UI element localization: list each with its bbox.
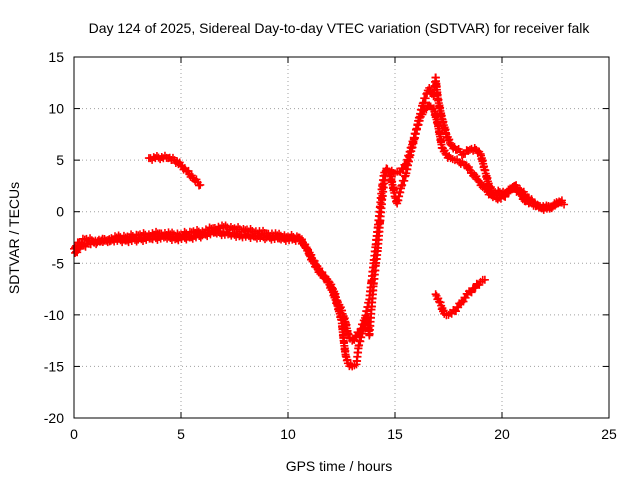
chart-title: Day 124 of 2025, Sidereal Day-to-day VTE…: [89, 20, 591, 36]
y-tick-label: -5: [52, 255, 65, 271]
x-tick-label: 15: [387, 426, 403, 442]
series-main-track-a: [70, 101, 569, 345]
series-isolated-arc-lower: [431, 275, 489, 320]
data-marks: [70, 73, 569, 371]
data-point: [385, 170, 394, 179]
y-tick-label: 10: [48, 101, 64, 117]
x-tick-label: 5: [177, 426, 185, 442]
data-point: [431, 290, 440, 299]
y-tick-label: -20: [44, 410, 64, 426]
axis-ticks: 0 5 10 15 20 25 -20 -15 -10 -5 0 5 10 15: [44, 49, 617, 442]
y-tick-label: 15: [48, 49, 64, 65]
x-tick-label: 0: [70, 426, 78, 442]
x-tick-label: 20: [494, 426, 510, 442]
data-point: [467, 288, 476, 297]
y-axis-title: SDTVAR / TECUs: [6, 182, 22, 294]
data-point: [470, 144, 479, 153]
x-tick-label: 10: [280, 426, 296, 442]
series-isolated-arc-upper: [144, 151, 205, 190]
series-main-track-b: [71, 73, 566, 371]
data-point: [230, 224, 239, 233]
plot-border: [73, 56, 610, 419]
data-point: [350, 335, 359, 344]
x-tick-label: 25: [601, 426, 617, 442]
y-tick-label: 0: [56, 204, 64, 220]
data-point: [480, 275, 489, 284]
y-tick-label: -10: [44, 307, 64, 323]
y-tick-label: -15: [44, 358, 64, 374]
data-point: [516, 190, 525, 199]
x-axis-title: GPS time / hours: [286, 458, 393, 474]
y-tick-label: 5: [56, 152, 64, 168]
data-point: [196, 180, 205, 189]
data-point: [557, 196, 566, 205]
data-point: [90, 238, 99, 247]
